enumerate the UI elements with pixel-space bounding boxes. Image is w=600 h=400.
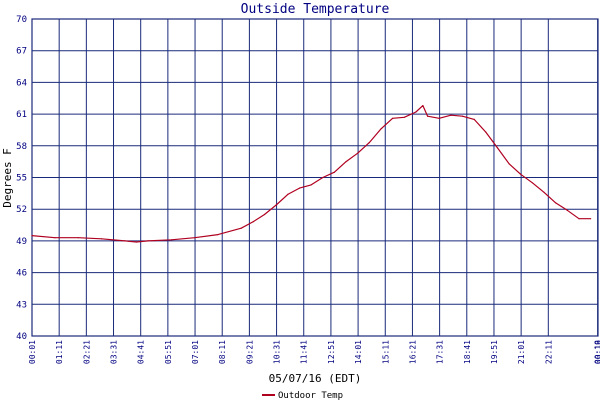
y-tick-label: 58 xyxy=(16,142,27,152)
data-point xyxy=(520,173,522,175)
x-tick-label: 11:41 xyxy=(300,340,309,364)
data-point xyxy=(368,142,370,144)
data-point xyxy=(403,116,405,118)
x-tick-label: 22:11 xyxy=(544,340,553,364)
y-tick-label: 67 xyxy=(16,47,27,57)
data-point xyxy=(422,105,424,107)
x-tick-label: 19:51 xyxy=(490,340,499,364)
data-point xyxy=(100,238,103,240)
x-tick-label: 07:01 xyxy=(191,340,200,364)
grid xyxy=(31,18,599,337)
y-tick-label: 55 xyxy=(16,174,27,184)
y-tick-label: 61 xyxy=(16,110,27,120)
data-point xyxy=(194,237,196,239)
data-point xyxy=(508,163,510,165)
y-tick-label: 43 xyxy=(16,300,27,310)
data-point xyxy=(566,209,568,211)
legend: Outdoor Temp xyxy=(262,391,343,400)
data-point xyxy=(217,234,219,236)
x-tick-labels: 00:01 01:11 02:21 03:31 04:41 05:51 07:01 08:11… xyxy=(28,340,600,364)
data-point xyxy=(473,118,475,120)
x-tick-label: 00:01 xyxy=(28,340,37,364)
data-point xyxy=(531,182,534,184)
x-tick-label: 03:31 xyxy=(110,340,119,364)
x-tick-label: 10:31 xyxy=(273,340,282,364)
data-point xyxy=(415,111,417,113)
x-tick-label: 02:21 xyxy=(82,340,91,364)
data-point xyxy=(590,218,592,220)
data-point xyxy=(438,117,440,119)
data-point xyxy=(461,115,464,117)
x-tick-label: 16:21 xyxy=(408,340,417,364)
data-point xyxy=(543,191,545,193)
series-layer xyxy=(31,104,592,243)
x-tick-label: 17:31 xyxy=(436,340,445,364)
data-point xyxy=(380,128,382,130)
x-tick-label: 12:51 xyxy=(327,340,336,364)
x-tick-label: 09:21 xyxy=(245,340,254,364)
x-tick-label: 00:18 xyxy=(594,340,600,364)
data-point xyxy=(298,187,301,189)
data-point xyxy=(170,239,172,241)
data-point xyxy=(252,221,254,223)
x-tick-label: 00:19 xyxy=(594,340,600,364)
data-point xyxy=(31,235,33,237)
data-point xyxy=(124,240,126,242)
data-point xyxy=(450,114,452,116)
data-point xyxy=(392,117,394,119)
x-axis-label: 05/07/16 (EDT) xyxy=(269,372,362,385)
data-point xyxy=(275,204,277,206)
data-point xyxy=(54,237,56,239)
data-point xyxy=(287,193,289,195)
y-tick-label: 64 xyxy=(16,78,27,88)
data-point xyxy=(496,147,499,149)
y-axis-label: Degrees F xyxy=(1,148,14,208)
chart-title: Outside Temperature xyxy=(241,2,390,17)
y-tick-label: 70 xyxy=(16,15,27,25)
data-point xyxy=(333,171,335,173)
y-tick-label: 52 xyxy=(16,205,27,215)
data-point xyxy=(135,241,137,243)
x-tick-label: 21:01 xyxy=(517,340,526,364)
x-tick-label: 05:51 xyxy=(164,340,173,364)
x-tick-label: 08:11 xyxy=(218,340,227,364)
x-tick-label: 15:11 xyxy=(381,340,390,364)
data-point xyxy=(485,131,487,133)
data-point xyxy=(77,237,79,239)
data-point xyxy=(357,152,359,154)
y-tick-label: 46 xyxy=(16,269,27,279)
series-line-outdoor-temp xyxy=(31,104,591,243)
data-point xyxy=(555,202,557,204)
y-tick-label: 49 xyxy=(16,237,27,247)
data-point xyxy=(147,240,149,242)
data-point xyxy=(578,218,580,220)
data-point xyxy=(240,227,242,229)
data-point xyxy=(322,176,324,179)
y-tick-labels: 40 43 46 49 52 55 58 61 64 67 70 xyxy=(16,15,27,342)
x-tick-label: 04:41 xyxy=(137,340,146,364)
data-point xyxy=(310,184,312,186)
x-tick-label: 18:41 xyxy=(463,340,472,364)
legend-label-outdoor-temp: Outdoor Temp xyxy=(278,391,343,400)
y-tick-label: 40 xyxy=(16,332,27,342)
data-point xyxy=(427,115,429,117)
data-point xyxy=(345,161,347,163)
x-tick-label: 14:01 xyxy=(354,340,363,364)
data-point xyxy=(263,213,266,216)
x-tick-label: 01:11 xyxy=(55,340,64,364)
